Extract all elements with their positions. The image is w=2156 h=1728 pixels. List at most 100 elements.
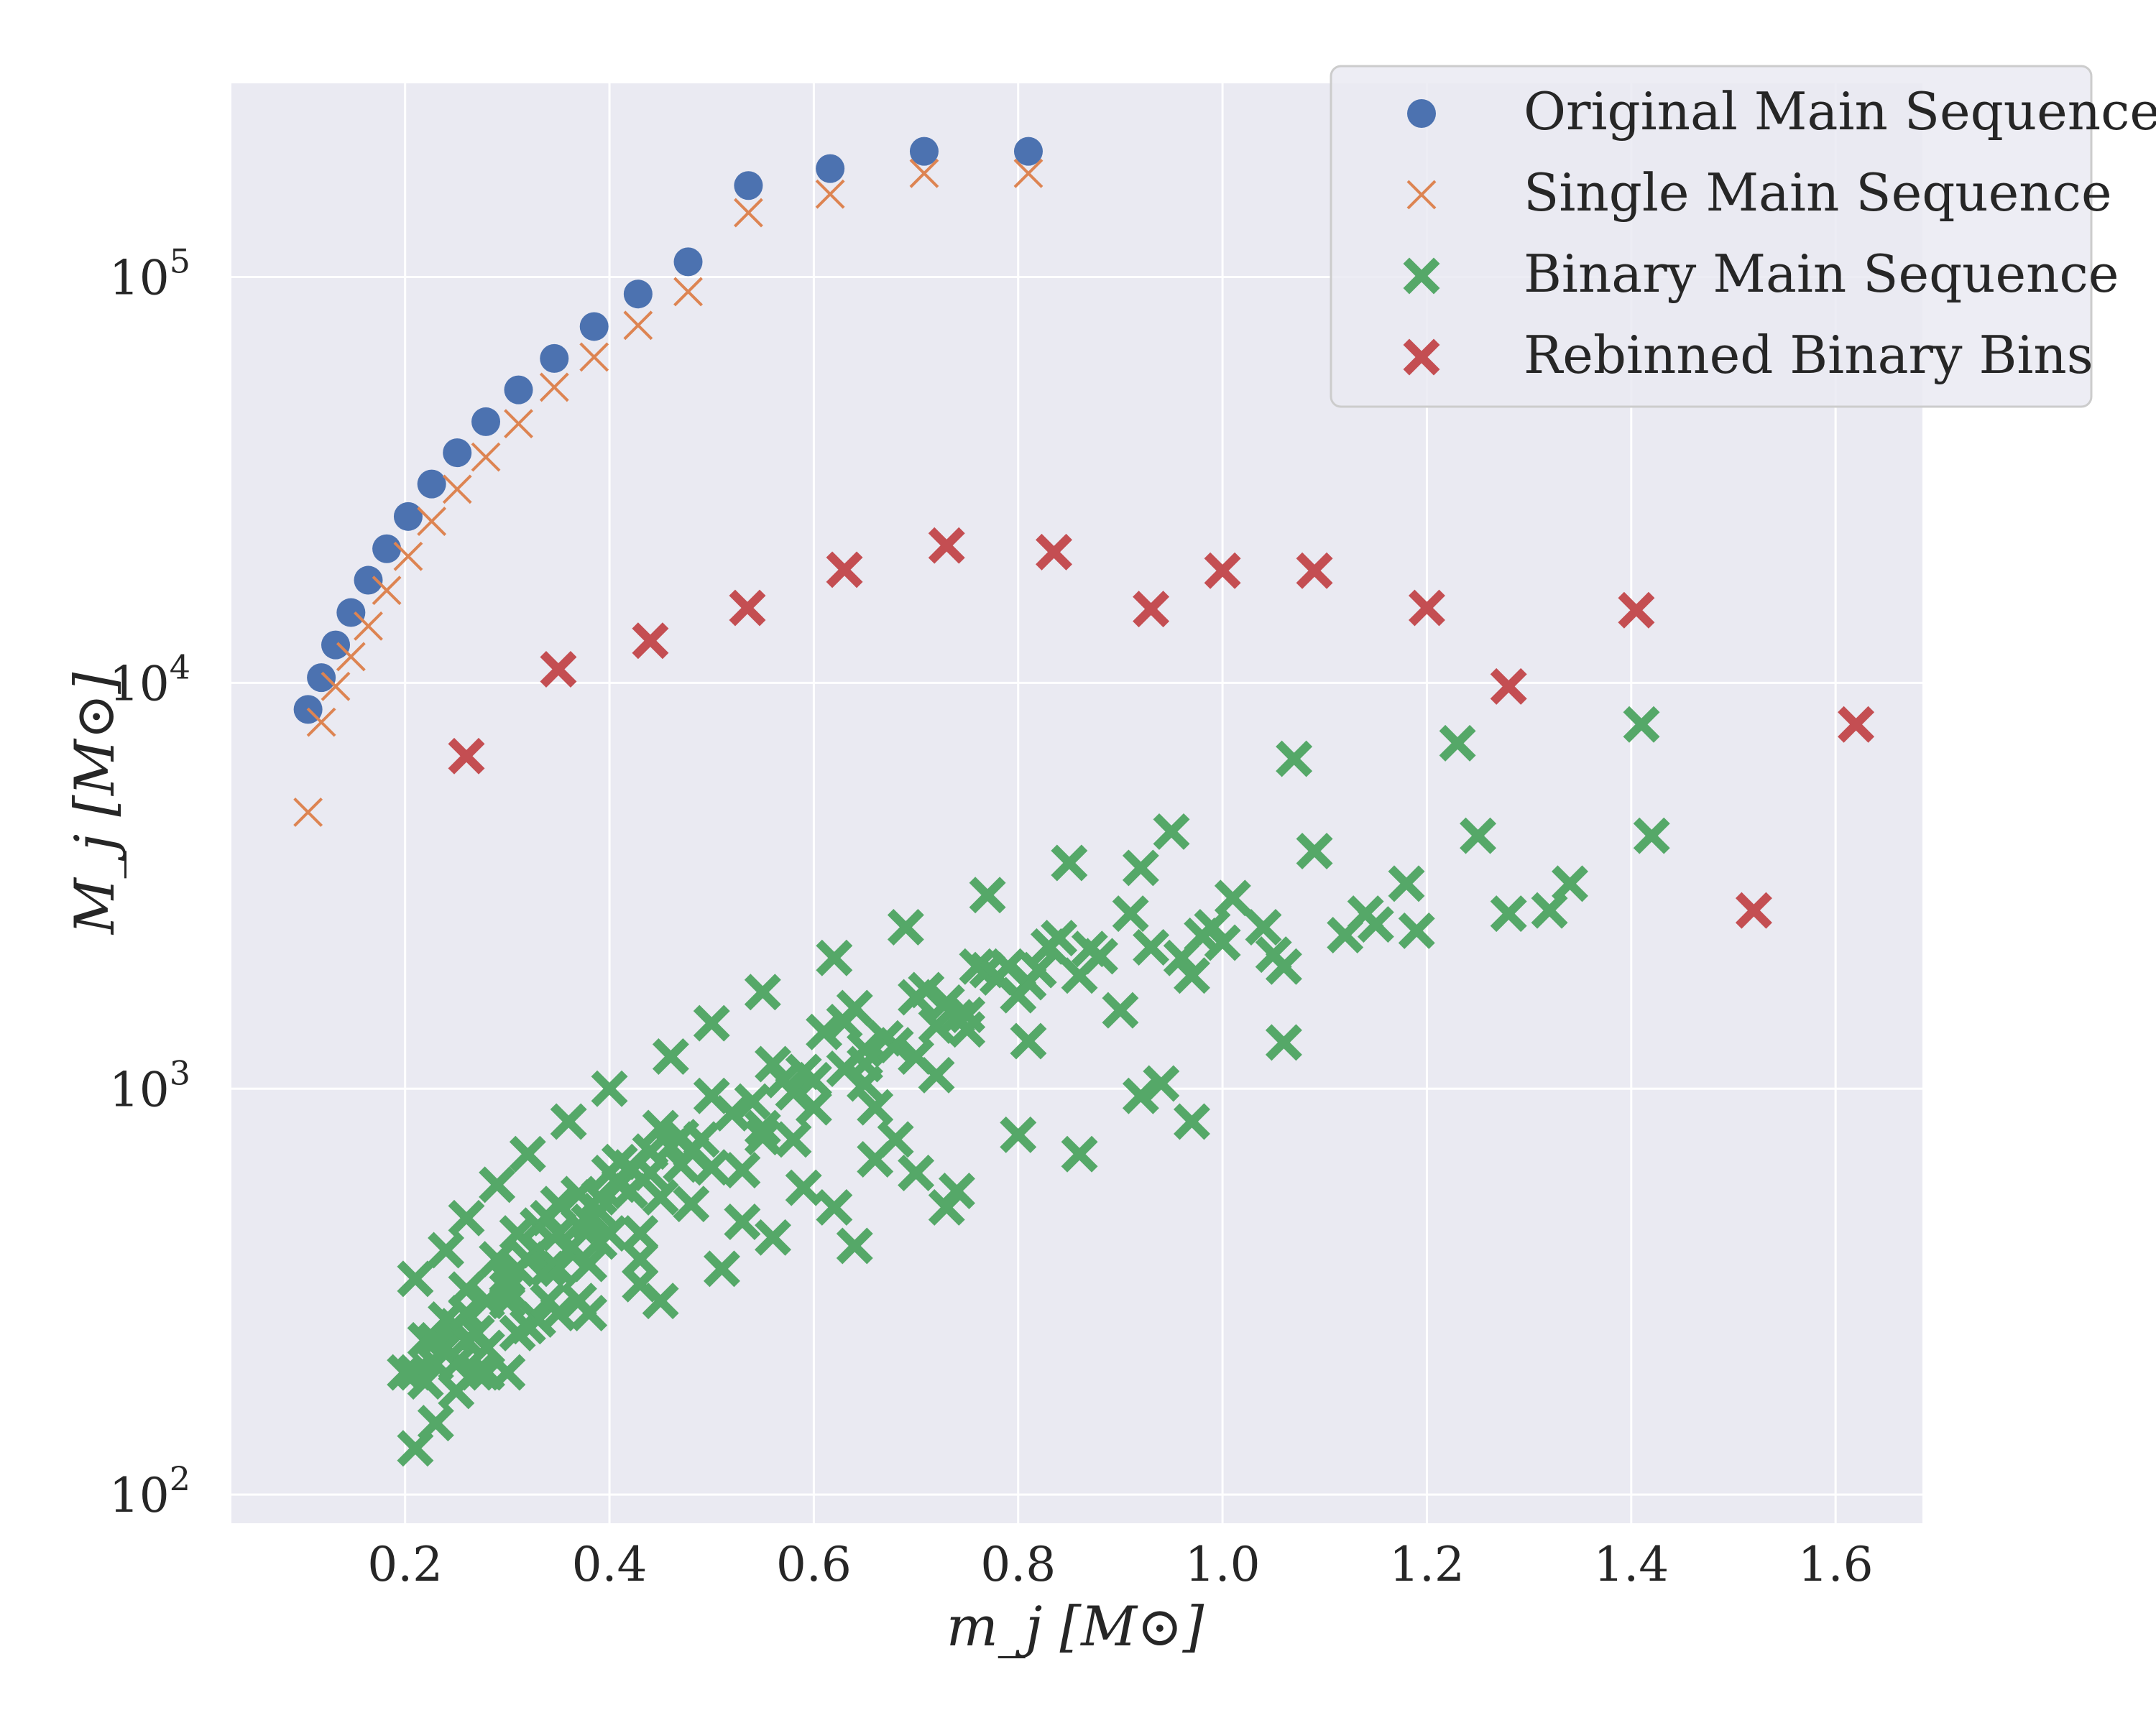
binary-main-sequence-point: [1112, 895, 1149, 933]
binary-main-sequence-point: [877, 1121, 914, 1158]
binary-main-sequence-point: [857, 1089, 894, 1126]
binary-main-sequence-point: [836, 1227, 873, 1265]
binary-main-sequence-point: [642, 1283, 679, 1320]
binary-main-sequence-point: [1122, 849, 1159, 887]
binary-main-sequence-point: [387, 1354, 424, 1391]
binary-main-sequence-point: [642, 1178, 679, 1216]
rebinned-binary-bins-point: [1296, 552, 1333, 589]
series-original-main-sequence: [293, 137, 1043, 724]
binary-main-sequence-point: [1061, 1135, 1098, 1173]
binary-main-sequence-point: [683, 1121, 720, 1158]
binary-main-sequence-point: [448, 1271, 485, 1308]
binary-main-sequence-point: [1122, 1077, 1159, 1114]
binary-main-sequence-point: [550, 1103, 587, 1140]
legend: Original Main Sequence Single Main Sequen…: [1330, 65, 2156, 408]
binary-main-sequence-point: [693, 1004, 730, 1042]
legend-label: Rebinned Binary Bins: [1524, 325, 2093, 385]
binary-main-sequence-point: [540, 1250, 577, 1288]
binary-main-sequence-point: [571, 1245, 608, 1283]
binary-main-sequence-point: [744, 1109, 781, 1147]
binary-main-sequence-point: [1143, 1065, 1180, 1102]
legend-box: [1330, 65, 2093, 408]
binary-main-sequence-point: [938, 1173, 975, 1209]
rebinned-binary-bins-point: [1408, 589, 1445, 627]
original-main-sequence-point: [336, 598, 366, 627]
single-main-sequence-point: [504, 409, 533, 439]
rebinned-binary-bins-point: [826, 551, 863, 588]
single-main-sequence-point: [733, 198, 763, 228]
single-main-sequence-point: [372, 576, 402, 606]
y-tick-label: 104: [109, 647, 190, 711]
x-axis-ticks: 0.2 0.4 0.6 0.8 1.0 1.2 1.4 1.6: [367, 1537, 1873, 1592]
binary-main-sequence-point: [1296, 833, 1333, 870]
binary-main-sequence-point: [836, 989, 873, 1027]
binary-main-sequence-point: [448, 1295, 485, 1332]
binary-main-sequence-point: [673, 1186, 710, 1223]
original-main-sequence-point: [734, 171, 763, 200]
binary-main-sequence-point: [479, 1166, 516, 1203]
binary-main-sequence-point: [417, 1321, 454, 1359]
binary-main-sequence-point: [1173, 957, 1210, 994]
binary-main-sequence-point: [1357, 906, 1394, 943]
x-tick-label: 0.6: [776, 1537, 852, 1592]
binary-main-sequence-point: [1531, 892, 1568, 929]
y-tick-label: 105: [109, 242, 190, 306]
single-main-sequence-point: [1013, 158, 1044, 188]
single-main-sequence-point: [321, 671, 351, 701]
binary-main-sequence-point: [1388, 865, 1425, 902]
rebinned-binary-bins-point: [448, 737, 485, 775]
binary-main-sequence-point: [1633, 817, 1670, 854]
binary-main-sequence-point: [1490, 895, 1527, 933]
binary-main-sequence-point: [550, 1232, 587, 1269]
binary-main-sequence-point: [1265, 1024, 1302, 1061]
binary-main-sequence-point: [1214, 879, 1251, 917]
binary-main-sequence-point: [714, 1094, 751, 1132]
original-main-sequence-point: [504, 375, 533, 405]
binary-main-sequence-point: [775, 1121, 812, 1158]
rebinned-binary-bins-point: [1838, 706, 1875, 743]
x-axis-label: m_j [M⊙]: [946, 1594, 1204, 1658]
binary-main-sequence-point: [448, 1199, 485, 1237]
single-main-sequence-point: [579, 342, 609, 372]
rebinned-binary-bins-point: [1490, 667, 1527, 705]
legend-label: Single Main Sequence: [1524, 162, 2112, 223]
original-main-sequence-point: [372, 534, 402, 563]
binary-main-sequence-point: [540, 1295, 577, 1332]
rebinned-binary-bins-point: [1735, 892, 1772, 929]
x-tick-label: 1.4: [1593, 1537, 1669, 1592]
binary-main-sequence-point: [509, 1135, 546, 1173]
single-main-sequence-point: [306, 707, 336, 737]
binary-main-sequence-point: [1102, 992, 1139, 1029]
series-binary-main-sequence: [387, 706, 1670, 1467]
legend-item-binary-main-sequence: Binary Main Sequence: [1403, 244, 2119, 304]
series-single-main-sequence: [293, 158, 1044, 827]
single-main-sequence-point: [815, 179, 845, 209]
binary-main-sequence-point: [1245, 908, 1282, 946]
binary-main-sequence-point: [928, 1188, 965, 1226]
data-marks: [293, 137, 1875, 1467]
binary-main-sequence-point: [908, 971, 945, 1009]
single-main-sequence-point: [442, 474, 472, 504]
binary-main-sequence-point: [744, 974, 781, 1011]
binary-main-sequence-point: [724, 1203, 761, 1240]
original-main-sequence-point: [623, 279, 653, 309]
y-axis-ticks: 102 103 104 105: [109, 242, 190, 1524]
original-main-sequence-point: [417, 469, 446, 499]
binary-main-sequence-point: [816, 939, 853, 976]
binary-main-sequence-point: [785, 1169, 822, 1206]
binary-main-sequence-point: [1552, 865, 1588, 902]
binary-main-sequence-point: [1041, 920, 1078, 957]
binary-main-sequence-point: [591, 1215, 628, 1252]
original-main-sequence-point: [393, 502, 423, 531]
binary-main-sequence-point: [816, 1188, 853, 1226]
x-tick-label: 1.2: [1389, 1537, 1465, 1592]
y-axis-label: M_j [M⊙]: [63, 672, 126, 935]
binary-main-sequence-point: [591, 1070, 628, 1107]
single-main-sequence-point: [393, 541, 423, 571]
series-rebinned-binary-bins: [448, 527, 1875, 929]
x-tick-label: 1.0: [1185, 1537, 1261, 1592]
binary-main-sequence-point: [703, 1250, 740, 1288]
single-main-sequence-point: [623, 310, 653, 341]
original-main-sequence-point: [579, 312, 609, 341]
